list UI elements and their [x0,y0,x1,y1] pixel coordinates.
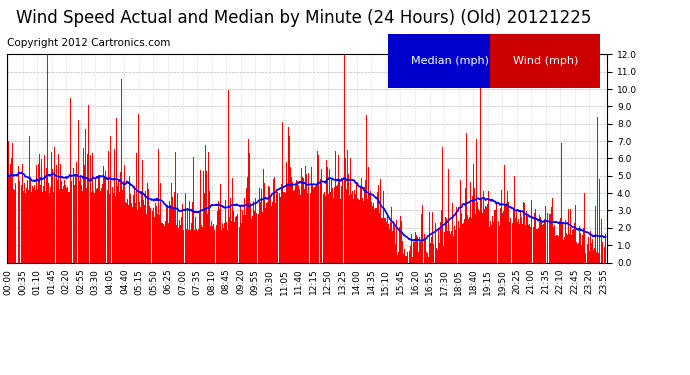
Text: Copyright 2012 Cartronics.com: Copyright 2012 Cartronics.com [7,38,170,48]
Text: Wind (mph): Wind (mph) [513,56,578,66]
Text: Wind Speed Actual and Median by Minute (24 Hours) (Old) 20121225: Wind Speed Actual and Median by Minute (… [16,9,591,27]
Text: Median (mph): Median (mph) [411,56,489,66]
